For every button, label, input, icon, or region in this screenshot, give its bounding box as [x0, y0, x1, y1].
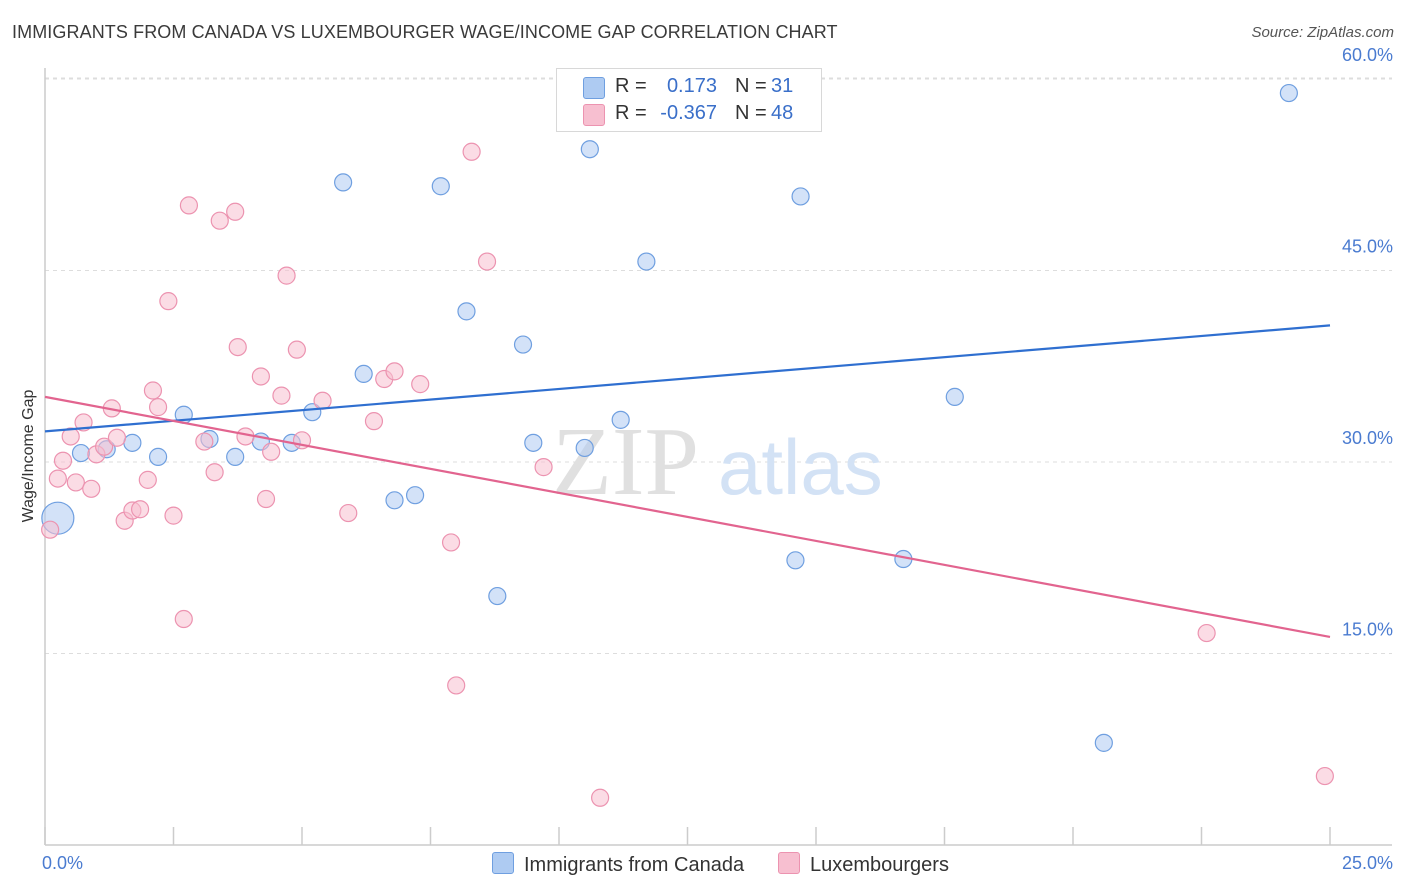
point-luxembourger	[411, 375, 430, 394]
legend-r-value-canada: 0.173	[666, 75, 717, 97]
point-luxembourger	[164, 506, 183, 525]
point-luxembourger	[447, 676, 466, 695]
point-luxembourger	[477, 252, 497, 271]
point-luxembourger	[195, 432, 214, 451]
point-canada	[385, 491, 404, 510]
point-canada	[611, 410, 630, 429]
legend-swatch-canada	[583, 77, 605, 99]
y-tick-label: 60.0%	[1342, 45, 1393, 65]
point-luxembourger	[441, 533, 461, 552]
point-luxembourger	[95, 437, 114, 456]
watermark: ZIP atlas	[552, 408, 883, 516]
point-canada	[1094, 733, 1113, 752]
tick-labels: 15.0% 30.0% 45.0% 60.0% 0.0% 25.0%	[42, 45, 1393, 873]
point-luxembourger	[82, 479, 101, 498]
point-luxembourger	[148, 398, 168, 417]
legend-n-value-canada: 31	[771, 75, 794, 97]
grid-lines	[45, 77, 1392, 654]
point-luxembourger	[210, 211, 229, 230]
point-luxembourger	[534, 458, 553, 477]
bottom-legend-canada: Immigrants from Canada	[492, 852, 744, 877]
chart-source: Source: ZipAtlas.com	[1251, 24, 1394, 41]
point-luxembourger	[228, 338, 247, 357]
point-luxembourger	[256, 489, 276, 509]
point-canada	[575, 438, 594, 458]
trend-line-canada	[44, 324, 1331, 433]
point-luxembourger	[66, 473, 85, 492]
point-canada	[637, 252, 656, 271]
point-luxembourger	[1197, 623, 1216, 643]
point-canada	[148, 447, 168, 466]
point-canada	[488, 586, 507, 606]
point-canada	[945, 387, 964, 406]
y-tick-label: 45.0%	[1342, 237, 1393, 257]
point-luxembourger	[143, 381, 163, 400]
point-luxembourger	[205, 463, 224, 482]
point-canada	[1279, 83, 1298, 103]
point-canada	[405, 486, 425, 505]
point-luxembourger	[339, 503, 358, 523]
point-luxembourger	[53, 451, 73, 470]
legend-r-value-luxembourgers: -0.367	[660, 102, 717, 124]
bottom-legend-swatch-luxembourgers	[778, 852, 800, 874]
point-luxembourger	[61, 427, 80, 446]
legend-swatch-luxembourgers	[583, 104, 605, 126]
point-luxembourger	[251, 367, 270, 386]
point-luxembourger	[41, 520, 60, 539]
point-luxembourger	[74, 413, 93, 432]
legend-n-label: N =	[735, 75, 767, 97]
point-luxembourger	[130, 500, 150, 519]
y-tick-label: 15.0%	[1342, 620, 1393, 640]
axes	[44, 68, 1392, 846]
point-canada	[786, 551, 805, 570]
point-canada	[457, 302, 476, 321]
point-luxembourger	[462, 142, 481, 161]
point-luxembourger	[1315, 766, 1334, 786]
trend-lines	[44, 324, 1331, 638]
point-luxembourger	[107, 428, 127, 447]
point-luxembourger	[277, 266, 296, 285]
watermark-atlas: atlas	[718, 423, 883, 511]
legend: R = 0.173 N = 31 R = -0.367 N = 48	[556, 68, 822, 132]
x-tick-label: 25.0%	[1342, 853, 1393, 873]
point-luxembourger	[226, 202, 245, 221]
point-luxembourger	[364, 412, 384, 431]
point-canada	[431, 177, 450, 196]
point-canada	[580, 140, 599, 159]
y-axis-label: Wage/Income Gap	[20, 390, 37, 523]
point-luxembourger	[313, 391, 332, 410]
y-tick-label: 30.0%	[1342, 428, 1393, 448]
point-luxembourger	[272, 386, 291, 405]
point-luxembourger	[174, 609, 193, 629]
bottom-legend-swatch-canada	[492, 852, 514, 874]
point-canada	[71, 443, 91, 463]
legend-r-label: R =	[615, 102, 647, 124]
legend-r-label: R =	[615, 75, 647, 97]
point-canada	[524, 433, 543, 452]
point-canada	[354, 364, 373, 384]
point-canada	[513, 335, 533, 354]
bottom-legend-label-canada: Immigrants from Canada	[524, 854, 745, 876]
point-luxembourger	[287, 340, 306, 359]
point-luxembourger	[138, 470, 157, 489]
point-canada	[791, 187, 810, 206]
legend-n-label: N =	[735, 102, 767, 124]
point-luxembourger	[48, 469, 67, 488]
point-luxembourger	[591, 788, 610, 807]
bottom-legend-label-luxembourgers: Luxembourgers	[810, 854, 949, 876]
x-tick-label: 0.0%	[42, 853, 83, 873]
point-luxembourger	[385, 362, 404, 381]
point-canada	[334, 173, 353, 192]
chart-title: IMMIGRANTS FROM CANADA VS LUXEMBOURGER W…	[12, 22, 838, 42]
point-luxembourger	[159, 292, 178, 311]
bottom-legend-luxembourgers: Luxembourgers	[778, 852, 949, 877]
trend-line-luxembourgers	[44, 395, 1331, 638]
point-luxembourger	[262, 442, 281, 461]
point-canada	[226, 447, 245, 466]
legend-n-value-luxembourgers: 48	[771, 102, 794, 124]
point-canada	[123, 433, 142, 452]
point-luxembourger	[179, 196, 199, 215]
